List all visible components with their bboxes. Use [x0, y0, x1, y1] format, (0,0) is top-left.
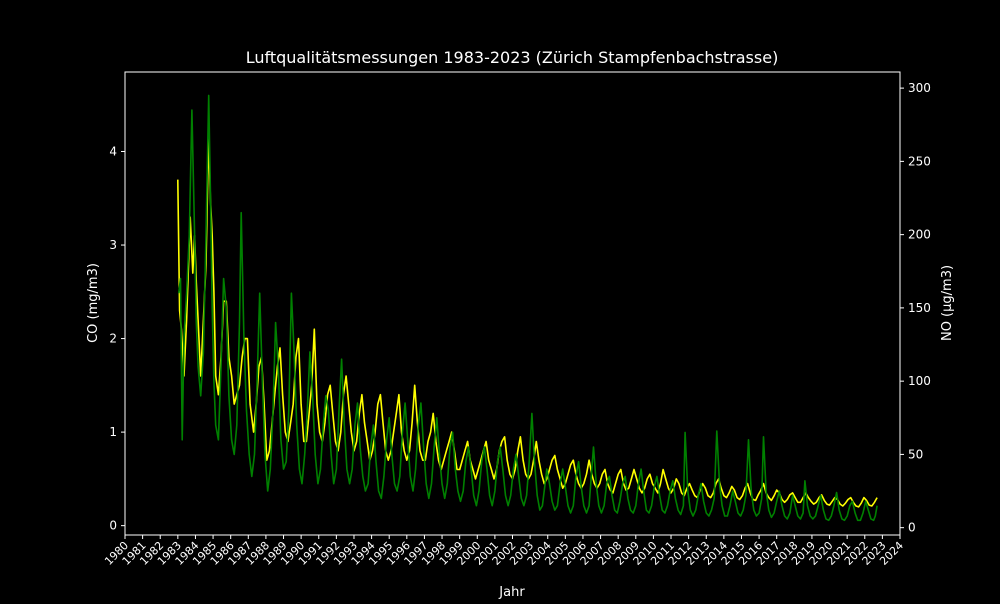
- y-right-tick-label: 250: [908, 154, 931, 168]
- co-series-line: [177, 132, 878, 508]
- y-right-tick-label: 200: [908, 228, 931, 242]
- y-right-tick-label: 100: [908, 374, 931, 388]
- y-axis-left: 0 1 2 3 4: [109, 145, 125, 533]
- y-left-tick-label: 4: [109, 145, 117, 159]
- y-left-tick-label: 1: [109, 425, 117, 439]
- y-right-tick-label: 300: [908, 81, 931, 95]
- x-axis-label: Jahr: [498, 585, 525, 600]
- y-right-tick-label: 150: [908, 301, 931, 315]
- y-left-tick-label: 2: [109, 332, 117, 346]
- y-axis-right: 0 50 100 150 200 250 300: [900, 81, 931, 535]
- chart-title: Luftqualitätsmessungen 1983-2023 (Zürich…: [246, 48, 779, 67]
- y-right-tick-label: 50: [908, 447, 923, 461]
- y-right-tick-label: 0: [908, 521, 916, 535]
- y-axis-left-label: CO (mg/m3): [86, 263, 101, 343]
- y-left-tick-label: 0: [109, 519, 117, 533]
- plot-lines: [177, 94, 878, 522]
- y-axis-right-label: NO (µg/m3): [940, 265, 955, 341]
- y-left-tick-label: 3: [109, 238, 117, 252]
- x-axis: 1980198119821983198419851986198719881989…: [102, 535, 906, 568]
- no-series-line: [177, 94, 878, 522]
